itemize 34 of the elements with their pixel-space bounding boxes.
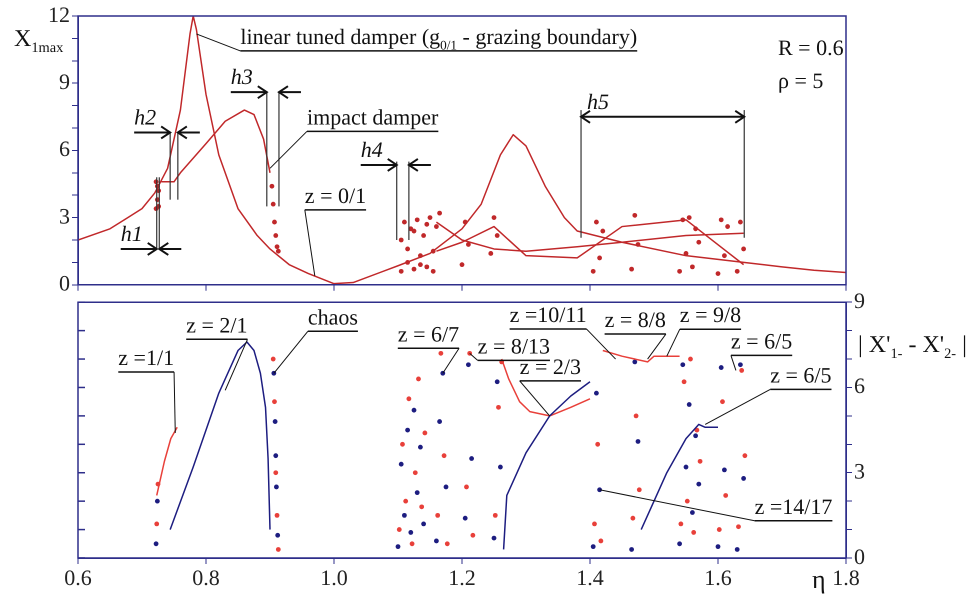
ref-line-label: h1 xyxy=(120,220,143,246)
annotation: z = 0/1 xyxy=(304,182,366,208)
y-tick-label: 9 xyxy=(59,68,70,94)
x-tick-label: 0.8 xyxy=(192,564,220,590)
y-tick-label: 9 xyxy=(854,288,865,313)
x-tick-label: 0.6 xyxy=(64,564,92,590)
x-tick-label: 1.4 xyxy=(576,564,604,590)
y-tick-label: 6 xyxy=(59,136,70,162)
annotation: chaos xyxy=(308,304,358,330)
annotation: z = 2/1 xyxy=(186,312,248,338)
x-axis-title: η xyxy=(812,565,826,594)
ref-line-label: h3 xyxy=(230,64,253,90)
annotation: z = 9/8 xyxy=(680,302,742,328)
annotation: z = 6/5 xyxy=(730,328,792,354)
y-tick-label: 0 xyxy=(59,270,70,296)
annotation: impact damper xyxy=(307,104,440,130)
ref-line-label: h4 xyxy=(360,136,383,162)
annotation: z =10/11 xyxy=(510,302,587,328)
x-tick-label: 1.0 xyxy=(320,564,348,590)
annotation: z = 6/5 xyxy=(770,362,832,388)
x-tick-label: 1.6 xyxy=(704,564,732,590)
y-tick-label: 3 xyxy=(854,458,865,484)
annotation: z =1/1 xyxy=(118,344,174,370)
y-tick-label: 6 xyxy=(854,373,865,398)
ref-line-label: h2 xyxy=(134,104,156,130)
x-tick-label: 1.2 xyxy=(448,564,476,590)
annotation: ρ = 5 xyxy=(778,68,824,93)
y-tick-label: 3 xyxy=(59,203,70,228)
annotation: z = 6/7 xyxy=(398,321,460,346)
y-tick-label: 12 xyxy=(48,2,70,27)
ref-line-label: h5 xyxy=(587,88,610,114)
annotation: z =14/17 xyxy=(754,494,832,519)
annotation: z = 8/8 xyxy=(604,307,666,332)
annotation: R = 0.6 xyxy=(778,35,844,60)
